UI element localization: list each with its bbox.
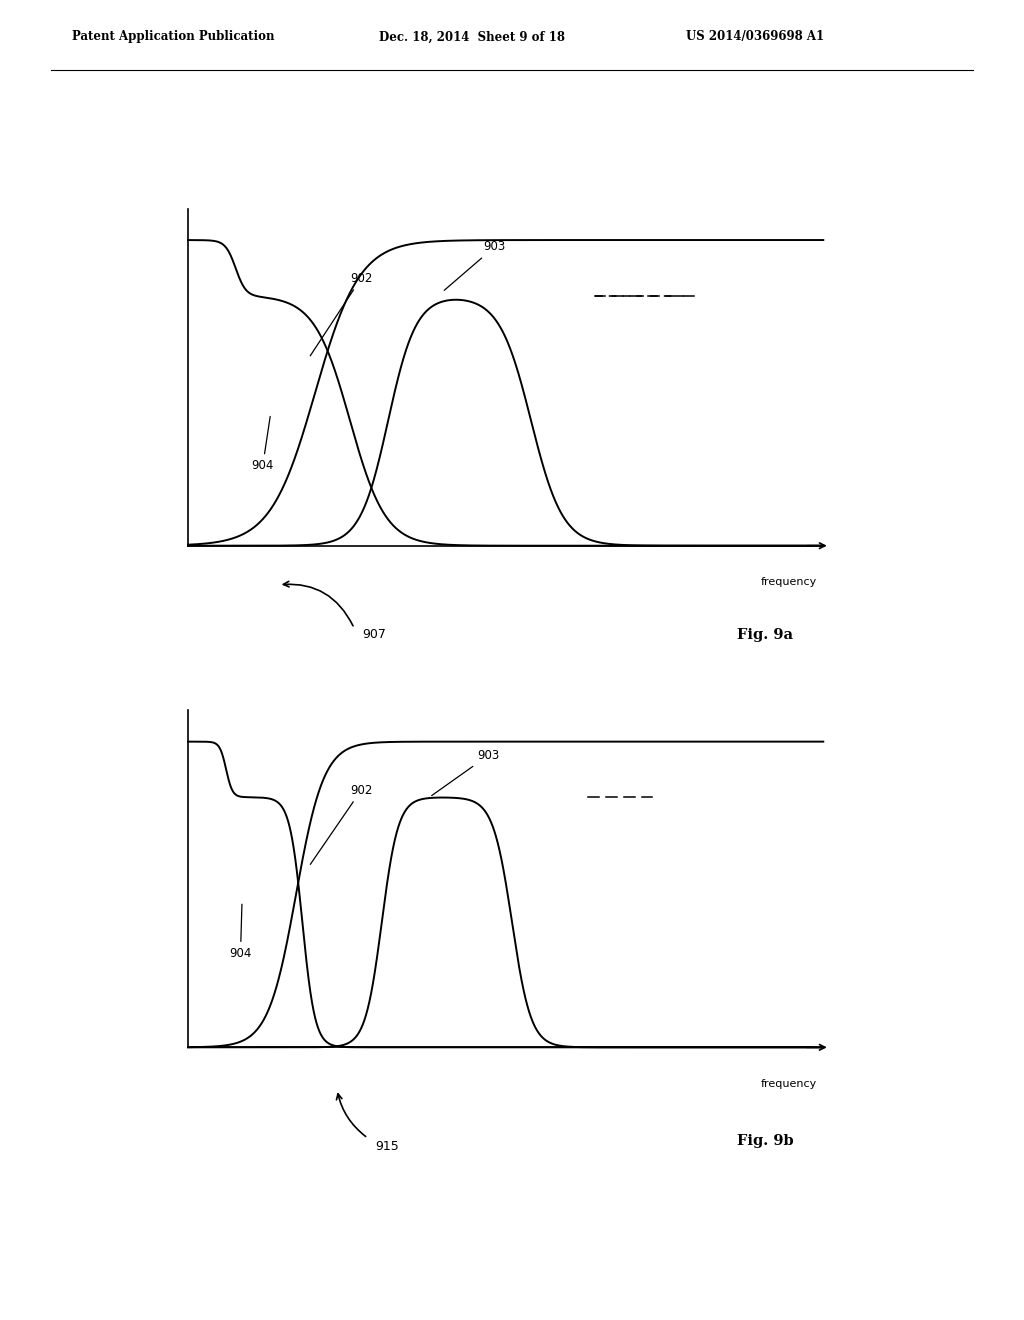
Text: Fig. 9a: Fig. 9a bbox=[737, 627, 794, 642]
Text: US 2014/0369698 A1: US 2014/0369698 A1 bbox=[686, 30, 824, 44]
Text: 903: 903 bbox=[444, 240, 506, 290]
Text: 904: 904 bbox=[252, 416, 273, 473]
Text: 902: 902 bbox=[310, 272, 373, 356]
Text: 902: 902 bbox=[310, 784, 373, 865]
Text: Patent Application Publication: Patent Application Publication bbox=[72, 30, 274, 44]
Text: 903: 903 bbox=[432, 748, 500, 796]
Text: frequency: frequency bbox=[761, 1078, 817, 1089]
Text: 904: 904 bbox=[229, 904, 252, 960]
Text: 907: 907 bbox=[362, 628, 386, 642]
Text: Dec. 18, 2014  Sheet 9 of 18: Dec. 18, 2014 Sheet 9 of 18 bbox=[379, 30, 565, 44]
Text: Fig. 9b: Fig. 9b bbox=[736, 1134, 794, 1148]
Text: frequency: frequency bbox=[761, 577, 817, 587]
Text: 915: 915 bbox=[375, 1140, 398, 1154]
